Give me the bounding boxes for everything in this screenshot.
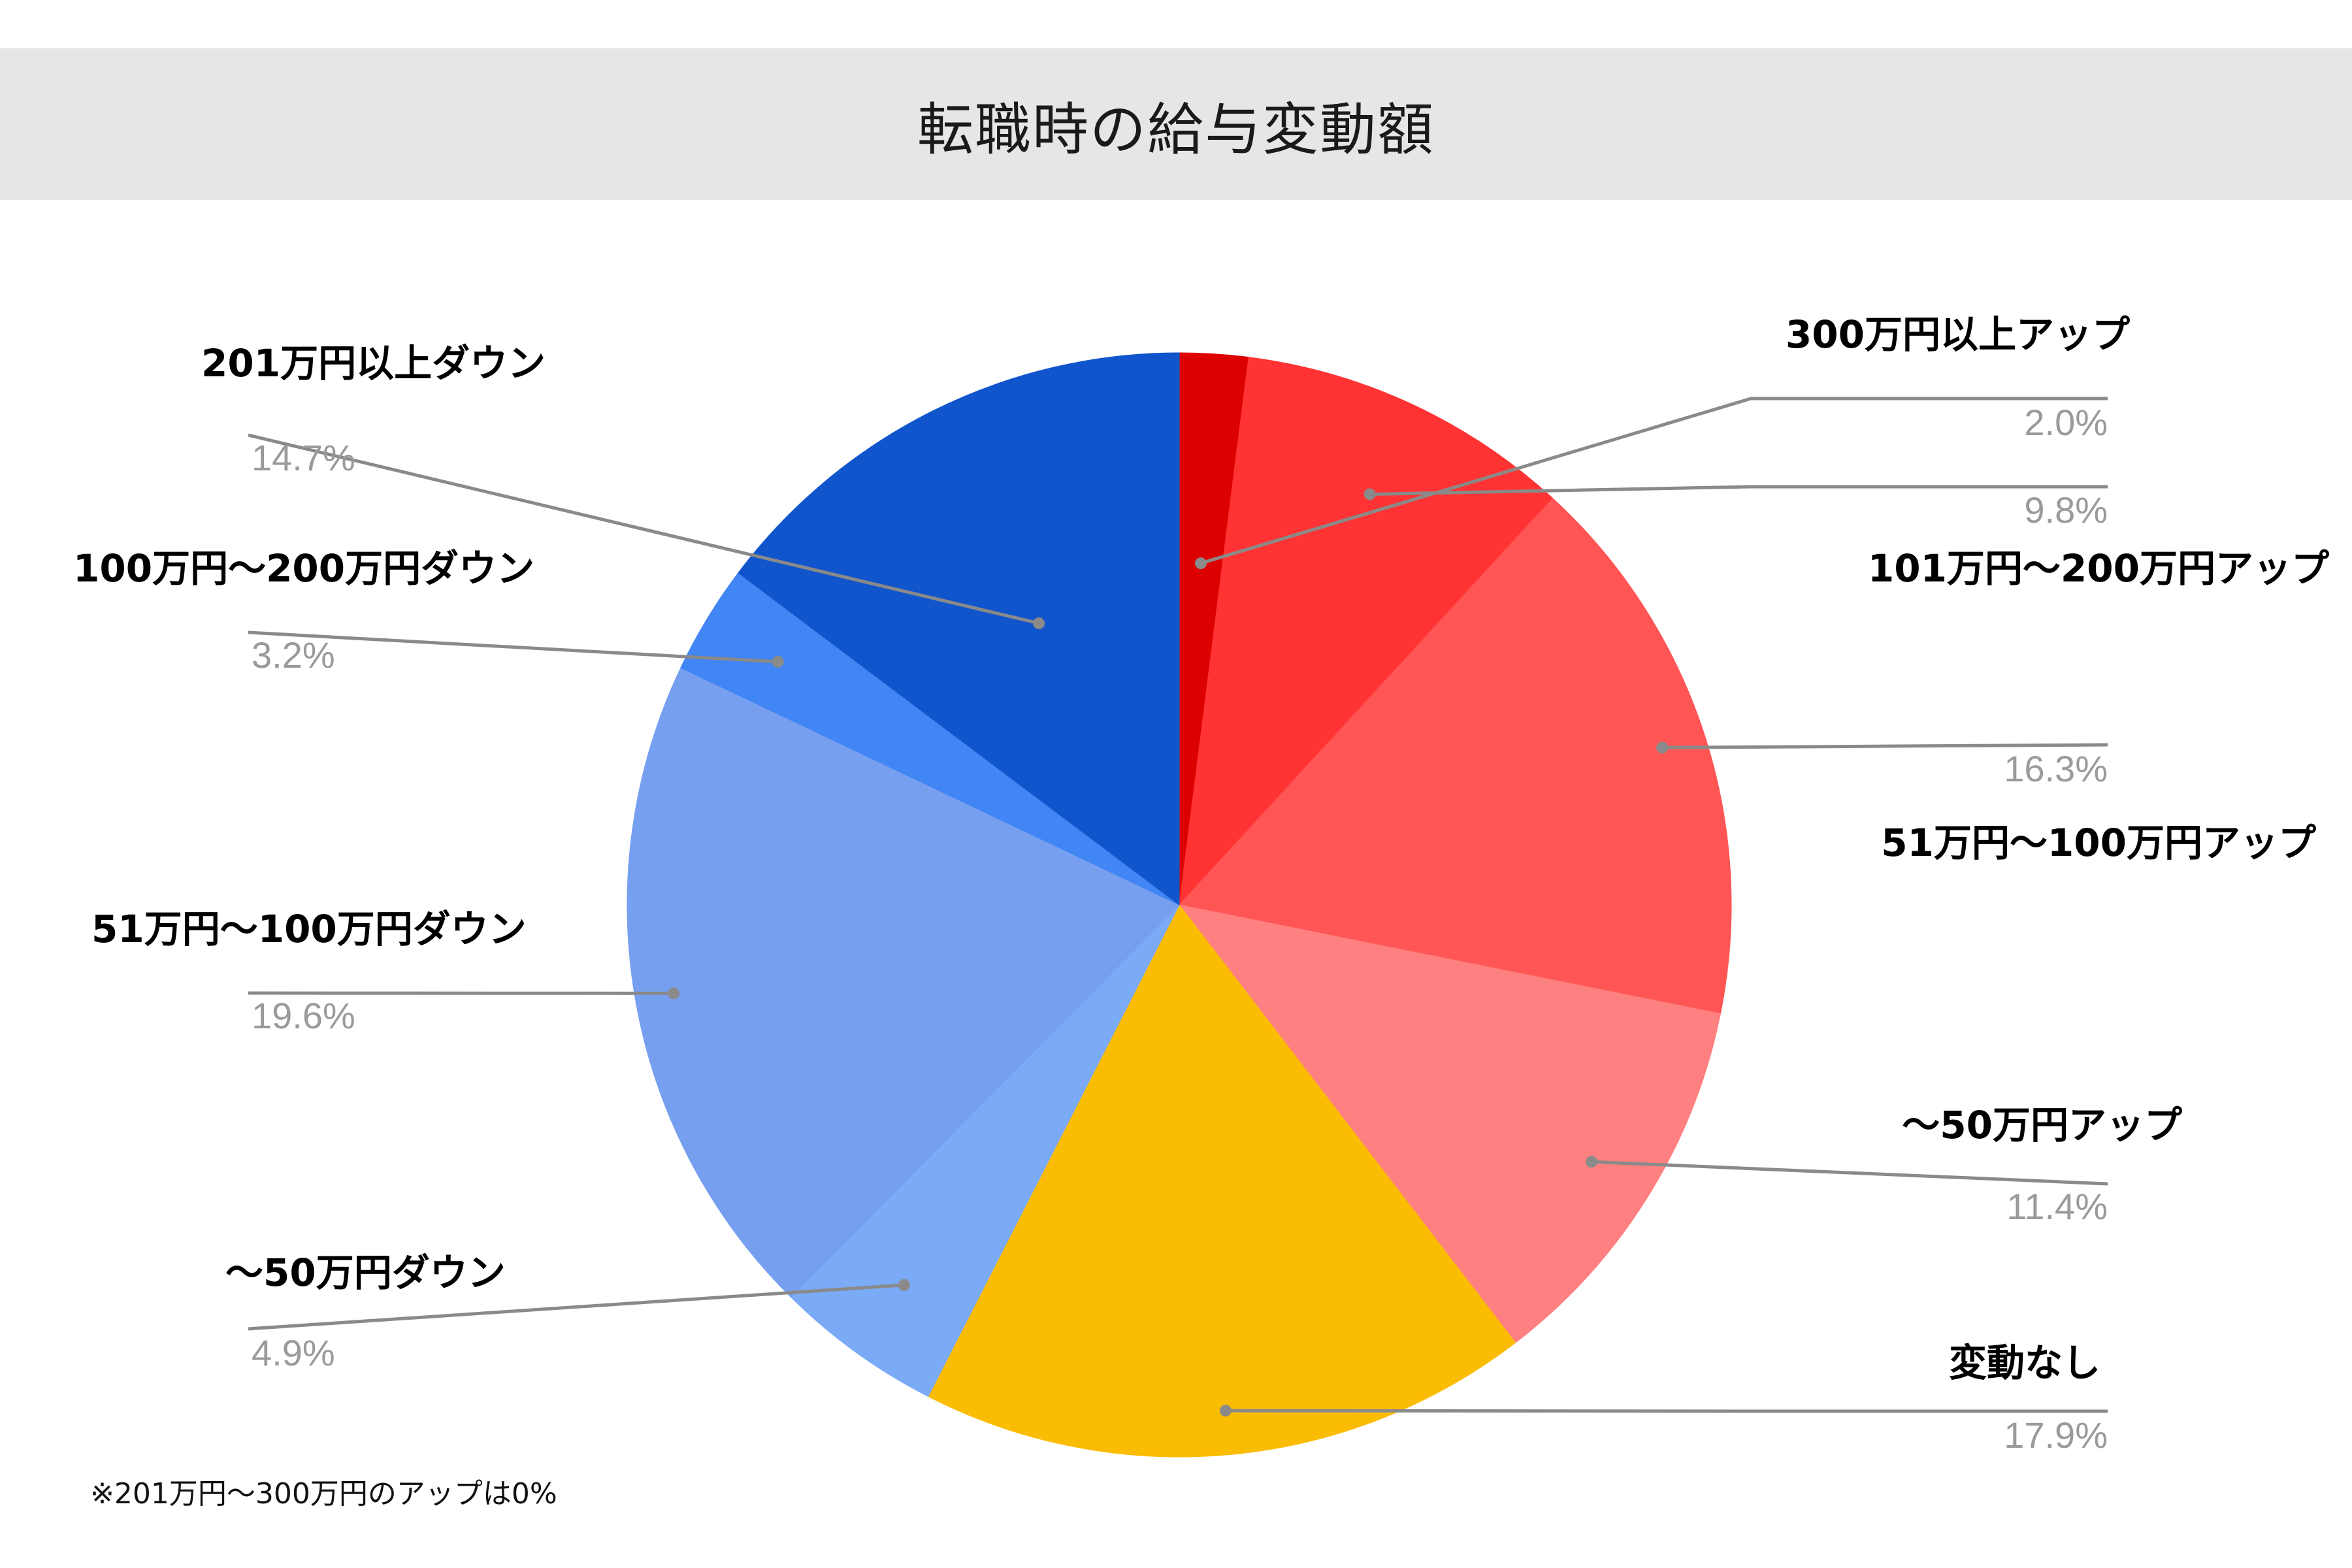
leader-line-2 (1369, 485, 2108, 496)
percent-label-3: 16.3% (2004, 748, 2108, 789)
footnote: ※201万円〜300万円のアップは0% (90, 1477, 557, 1511)
leader-dot-7 (667, 987, 679, 1000)
leader-dot-4 (1586, 1156, 1598, 1168)
percent-label-5: 17.9% (2004, 1414, 2108, 1456)
leader-dot-9 (1032, 617, 1045, 630)
slice-label-2: 101万円〜200万円アップ (1868, 546, 2329, 591)
title-bar: 転職時の給与変動額 (0, 48, 2352, 200)
slice-label-5: 変動なし (1949, 1341, 2100, 1385)
leader-dot-8 (772, 655, 784, 668)
leader-line-1 (1200, 397, 2108, 565)
slice-label-1: 300万円以上アップ (1786, 312, 2130, 357)
slice-label-6: 〜50万円ダウン (225, 1250, 506, 1295)
pie-slice-7 (627, 667, 1180, 1298)
leader-line-4 (1592, 1160, 2108, 1186)
slice-label-4: 〜50万円アップ (1902, 1103, 2182, 1147)
pie-slice-6 (790, 904, 1180, 1397)
pie-slice-2 (1179, 357, 1554, 906)
slice-label-7: 51万円〜100万円ダウン (91, 907, 527, 951)
percent-label-9: 14.7% (252, 437, 355, 478)
leader-line-3 (1662, 743, 2108, 749)
pie-slice-4 (1178, 904, 1722, 1343)
pie-slice-3 (1179, 497, 1732, 1015)
percent-label-7: 19.6% (252, 995, 355, 1036)
percent-label-8: 3.2% (252, 634, 335, 676)
percent-label-6: 4.9% (252, 1332, 335, 1373)
slice-label-8: 100万円〜200万円ダウン (73, 546, 534, 591)
leader-line-9 (248, 433, 1039, 625)
slice-label-3: 51万円〜100万円アップ (1881, 821, 2316, 865)
leader-dot-3 (1656, 742, 1669, 754)
leader-dot-2 (1364, 488, 1376, 500)
leader-line-6 (248, 1283, 905, 1331)
pie-slice-9 (738, 352, 1180, 906)
percent-label-2: 9.8% (2024, 489, 2108, 531)
leader-dot-1 (1194, 557, 1207, 570)
pie-slice-5 (927, 904, 1516, 1458)
leader-dot-5 (1219, 1405, 1232, 1417)
chart-title: 転職時の給与変動額 (917, 97, 1435, 163)
percent-label-4: 11.4% (2006, 1186, 2108, 1227)
leader-dot-6 (898, 1279, 910, 1291)
leader-line-8 (248, 630, 778, 664)
slice-label-9: 201万円以上ダウン (201, 341, 546, 385)
percent-label-1: 2.0% (2024, 402, 2108, 443)
